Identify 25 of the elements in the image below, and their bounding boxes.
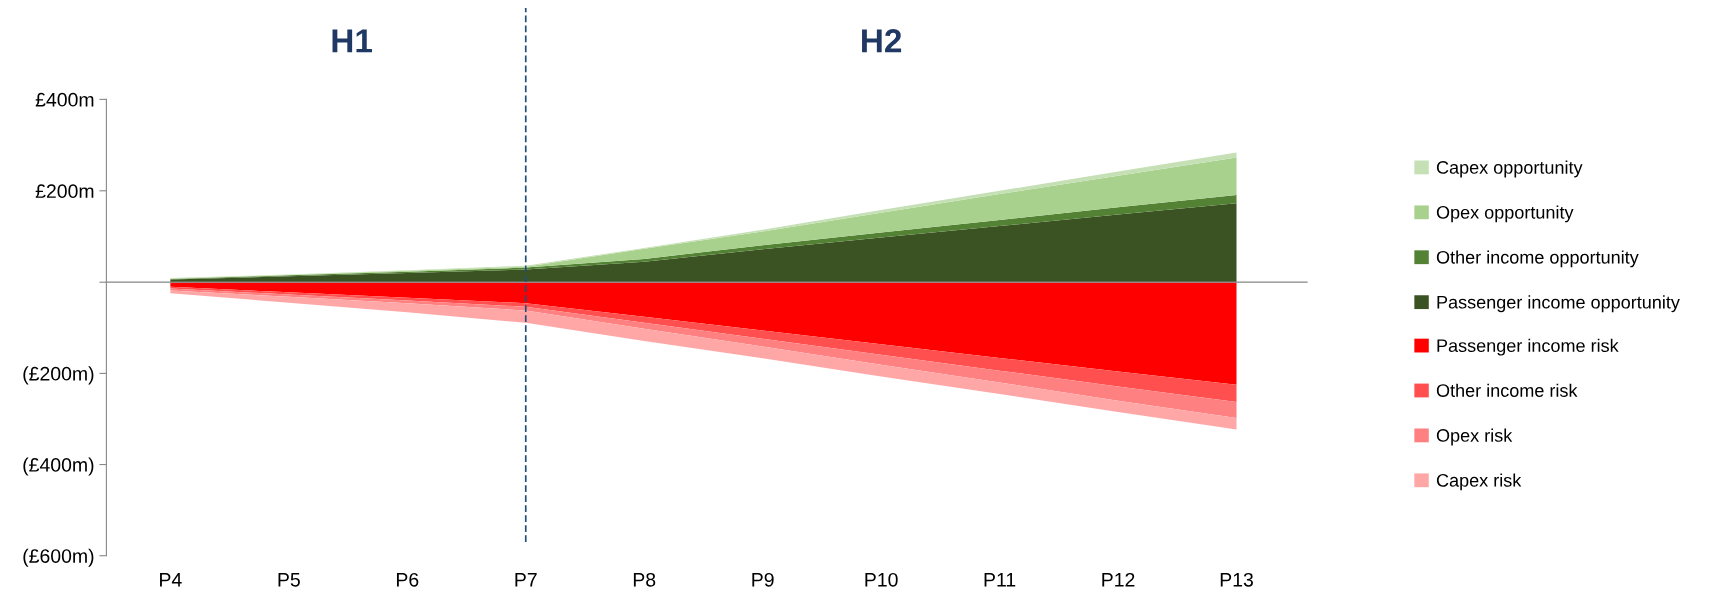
legend-label: Opex opportunity (1436, 205, 1574, 223)
legend-label: Capex opportunity (1436, 160, 1583, 178)
legend-label: Passenger income risk (1437, 338, 1619, 356)
legend-label: Passenger income opportunity (1437, 295, 1680, 313)
x-tick-label: P11 (984, 573, 1016, 587)
y-tick-label: £200m (35, 184, 94, 199)
text: H1 (332, 29, 372, 53)
legend-label: Other income risk (1436, 383, 1578, 397)
legend-label: Capex risk (1436, 473, 1522, 491)
y-tick-label: (£600m) (23, 548, 94, 567)
legend-label: Other income opportunity (1436, 250, 1639, 268)
x-tick-label: P7 (515, 573, 537, 587)
x-tick-label: P5 (278, 573, 300, 587)
x-tick-label: P9 (752, 572, 774, 587)
text: H2 (862, 29, 902, 53)
y-tick-label: £400m (35, 92, 94, 107)
y-tick-label: (£400m) (23, 457, 94, 476)
x-tick-label: P4 (160, 573, 182, 587)
legend-label: Opex risk (1436, 428, 1513, 446)
x-tick-label: P12 (1102, 572, 1135, 587)
x-tick-label: P6 (396, 572, 419, 587)
x-tick-label: P8 (633, 572, 656, 587)
x-tick-label: P10 (865, 572, 898, 587)
x-tick-label: P13 (1220, 572, 1253, 587)
y-tick-label: (£200m) (23, 366, 94, 385)
